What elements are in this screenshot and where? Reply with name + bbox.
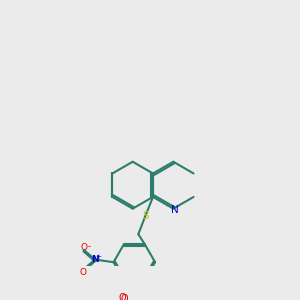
Text: N: N xyxy=(91,255,99,264)
Text: O: O xyxy=(119,292,126,300)
Text: +: + xyxy=(95,254,101,260)
Text: O: O xyxy=(120,294,128,300)
Text: N: N xyxy=(171,205,178,215)
Text: O: O xyxy=(81,243,88,252)
Text: O: O xyxy=(80,268,86,278)
Text: -: - xyxy=(88,242,91,251)
Text: S: S xyxy=(142,212,149,221)
